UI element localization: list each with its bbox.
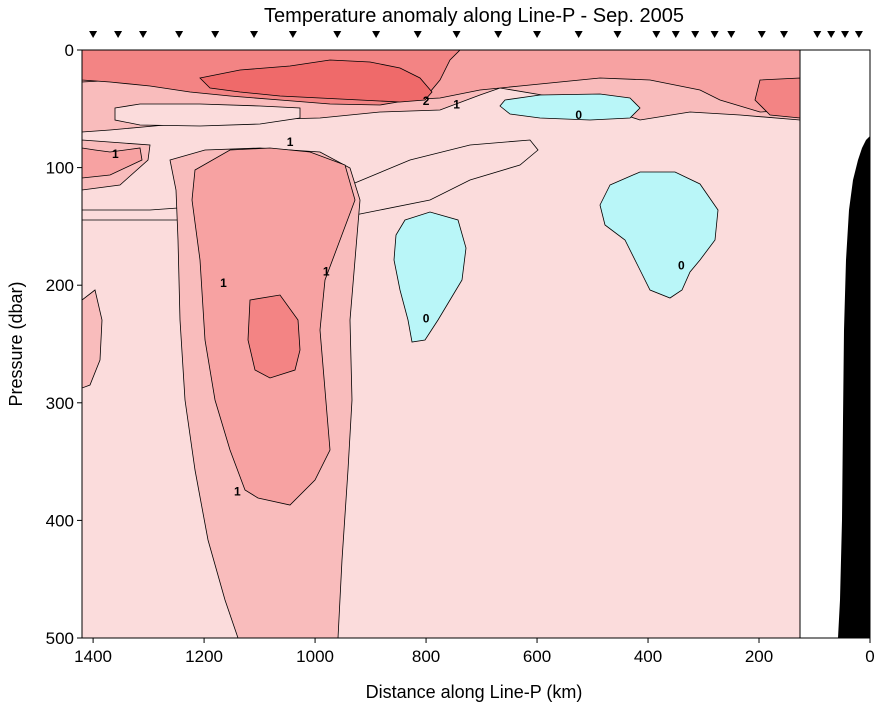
x-axis-title: Distance along Line-P (km) (366, 682, 583, 702)
y-tick-label: 300 (46, 394, 74, 413)
station-marker (727, 31, 736, 38)
station-marker (533, 31, 542, 38)
x-tick-label: 0 (865, 647, 874, 666)
x-tick-label: 800 (412, 647, 440, 666)
x-tick-label: 1000 (296, 647, 334, 666)
contour-label: 1 (234, 484, 241, 498)
station-marker (413, 31, 422, 38)
station-marker (139, 31, 148, 38)
station-marker (372, 31, 381, 38)
station-marker (494, 31, 503, 38)
station-marker (671, 31, 680, 38)
station-marker (333, 31, 342, 38)
y-tick-label: 500 (46, 629, 74, 648)
contour-label: 0 (678, 259, 685, 273)
x-axis: 1400 1200 1000 800 600 400 200 0 (74, 638, 875, 666)
contour-label: 0 (423, 311, 430, 325)
station-marker (89, 31, 98, 38)
contour-label: 1 (453, 97, 460, 111)
anomaly-band-3-4 (247, 294, 301, 379)
y-tick-label: 0 (65, 41, 74, 60)
y-tick-label: 200 (46, 276, 74, 295)
station-marker (841, 31, 850, 38)
station-marker (452, 31, 461, 38)
contour-label: 1 (220, 276, 227, 290)
station-marker (613, 31, 622, 38)
contour-label: 1 (287, 135, 294, 149)
y-tick-label: 100 (46, 159, 74, 178)
station-marker (691, 31, 700, 38)
y-axis-title: Pressure (dbar) (6, 281, 26, 406)
x-tick-label: 1400 (74, 647, 112, 666)
station-marker (288, 31, 297, 38)
station-marker (827, 31, 836, 38)
y-axis: 0 100 200 300 400 500 (46, 41, 82, 648)
x-tick-label: 400 (634, 647, 662, 666)
contour-labels: 1 1 1 1 1 2 1 0 0 0 (112, 94, 685, 498)
station-marker (652, 31, 661, 38)
station-marker (250, 31, 259, 38)
anomaly-band-2-3 (82, 147, 143, 179)
station-marker (813, 31, 822, 38)
contour-label: 1 (323, 264, 330, 278)
chart-title: Temperature anomaly along Line-P - Sep. … (264, 5, 684, 27)
anomaly-band-1-2 (82, 289, 103, 389)
bathymetry-silhouette (838, 136, 870, 638)
anomaly-band-3-4 (754, 77, 800, 119)
anomaly-band-negative (393, 211, 467, 343)
anomaly-band-4-plus (199, 59, 433, 103)
anomaly-band-0-1 (114, 103, 301, 127)
anomaly-band-negative (599, 171, 719, 299)
contour-label: 2 (423, 94, 430, 108)
station-marker (710, 31, 719, 38)
x-tick-label: 1200 (185, 647, 223, 666)
station-marker (854, 31, 863, 38)
station-marker (114, 31, 123, 38)
station-marker (757, 31, 766, 38)
station-marker (574, 31, 583, 38)
contour-field: 1 1 1 1 1 2 1 0 0 0 (82, 50, 800, 638)
station-marker (779, 31, 788, 38)
x-tick-label: 200 (745, 647, 773, 666)
station-markers (89, 31, 863, 38)
station-marker (175, 31, 184, 38)
anomaly-band-negative (499, 93, 641, 121)
station-marker (211, 31, 220, 38)
contour-label: 1 (112, 147, 119, 161)
x-tick-label: 600 (523, 647, 551, 666)
contour-label: 0 (575, 108, 582, 122)
y-tick-label: 400 (46, 511, 74, 530)
